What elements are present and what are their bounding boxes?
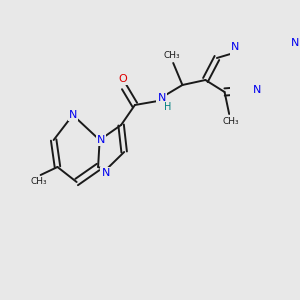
Text: N: N [158,93,166,103]
Text: O: O [118,74,127,84]
Text: H: H [164,102,172,112]
Text: N: N [69,110,77,120]
Text: N: N [231,42,239,52]
Text: CH₃: CH₃ [31,176,47,185]
Text: CH₃: CH₃ [164,50,180,59]
Text: N: N [102,168,110,178]
Text: N: N [291,38,299,48]
Text: N: N [97,135,105,145]
Text: N: N [253,85,261,95]
Text: CH₃: CH₃ [222,118,239,127]
